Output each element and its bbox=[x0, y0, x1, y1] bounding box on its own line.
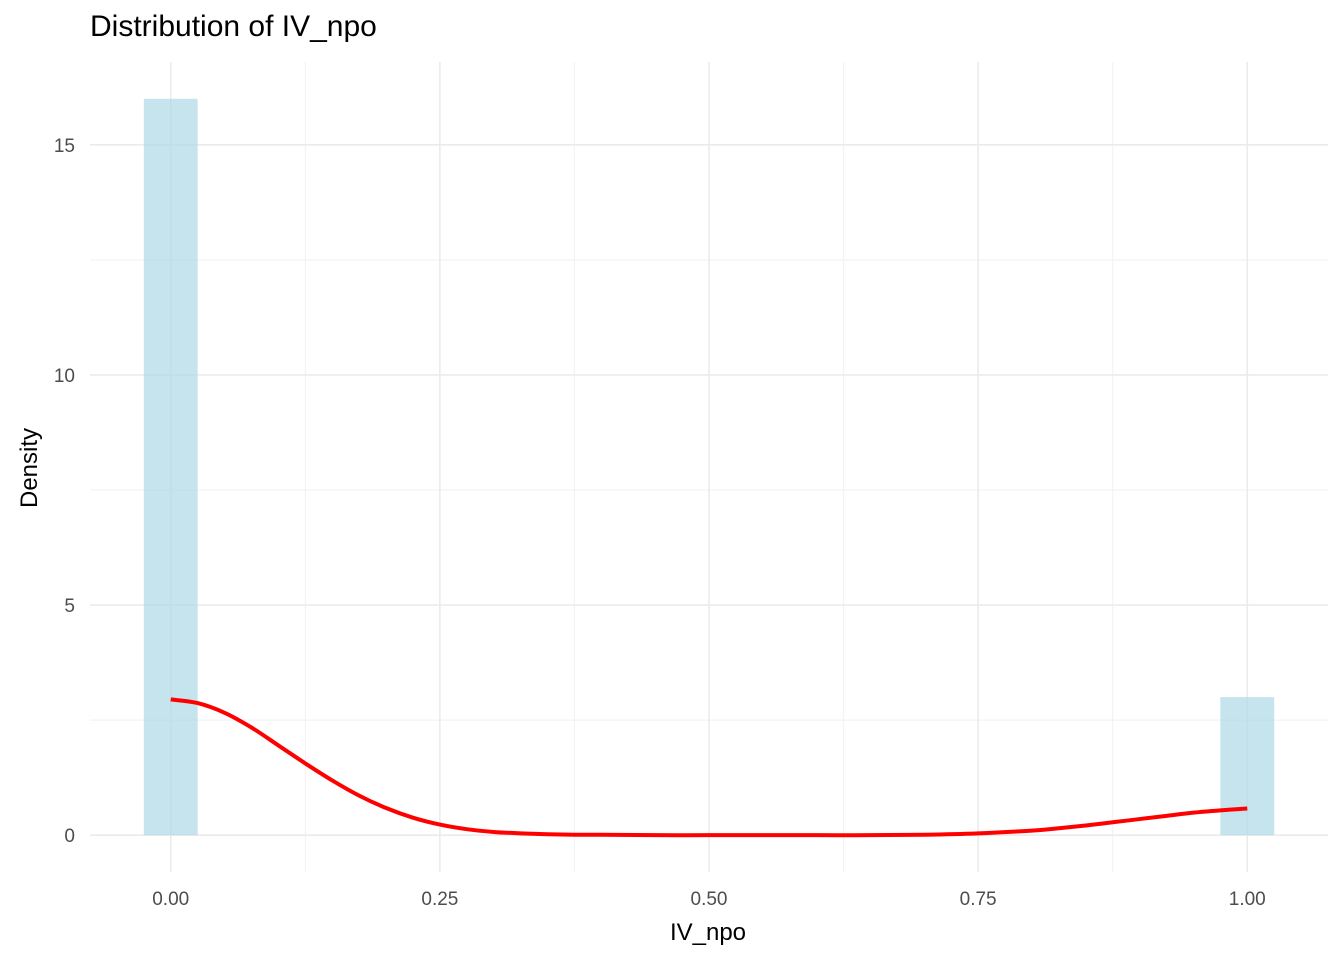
x-tick-label: 0.75 bbox=[960, 889, 997, 910]
y-tick-label: 0 bbox=[64, 826, 75, 847]
chart-title: Distribution of IV_npo bbox=[90, 10, 377, 43]
y-tick-labels: 0 5 10 15 bbox=[54, 136, 75, 847]
x-tick-label: 0.50 bbox=[691, 889, 728, 910]
y-tick-label: 10 bbox=[54, 366, 75, 387]
y-tick-label: 15 bbox=[54, 136, 75, 157]
histogram-bar bbox=[143, 98, 198, 836]
major-gridlines bbox=[90, 62, 1328, 872]
density-curve bbox=[170, 697, 1248, 838]
x-tick-label: 1.00 bbox=[1229, 889, 1266, 910]
x-tick-label: 0.00 bbox=[152, 889, 189, 910]
histogram-bar bbox=[1220, 697, 1275, 836]
y-tick-label: 5 bbox=[64, 596, 75, 617]
y-axis-title: Density bbox=[16, 428, 43, 508]
x-tick-labels: 0.00 0.25 0.50 0.75 1.00 bbox=[152, 889, 1266, 910]
x-tick-label: 0.25 bbox=[421, 889, 458, 910]
x-axis-title: IV_npo bbox=[670, 919, 746, 946]
histogram-bars bbox=[143, 98, 1275, 836]
density-curve-group bbox=[170, 697, 1248, 838]
